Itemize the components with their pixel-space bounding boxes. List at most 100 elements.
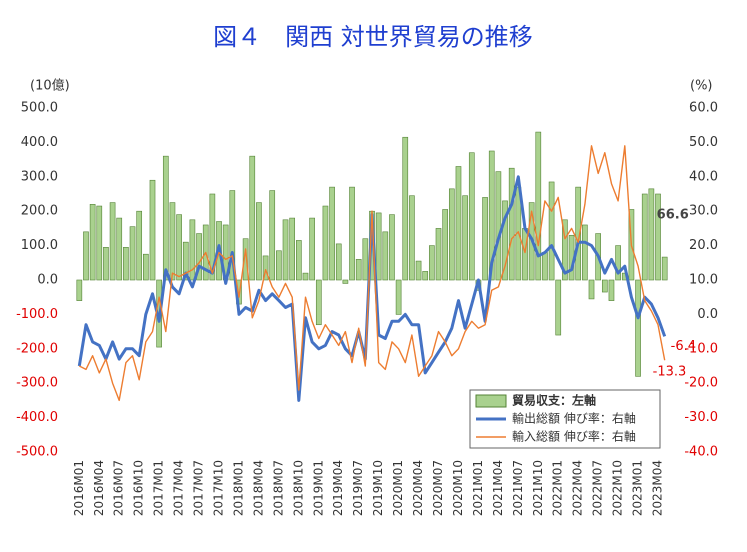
y2-tick-label: -20.0 xyxy=(684,376,718,391)
x-tick-label: 2020M10 xyxy=(451,460,465,516)
bar xyxy=(462,195,468,281)
x-tick-label: 2021M07 xyxy=(511,460,525,516)
bar xyxy=(635,279,641,377)
bar xyxy=(402,136,409,281)
y2-tick-label: 10.0 xyxy=(689,273,718,288)
bar xyxy=(582,224,588,281)
x-tick-label: 2018M07 xyxy=(271,460,285,516)
bar xyxy=(389,214,395,281)
bar xyxy=(196,233,202,281)
bar xyxy=(588,279,595,300)
y2-tick-label: 60.0 xyxy=(689,101,718,116)
x-tick-label: 2018M01 xyxy=(231,460,245,516)
bar xyxy=(242,238,249,281)
bar xyxy=(575,186,582,281)
y-tick-label: 400.0 xyxy=(21,135,58,150)
y-tick-label: -300.0 xyxy=(16,376,58,391)
bar xyxy=(641,193,648,281)
bar xyxy=(555,279,562,336)
bar xyxy=(229,190,236,281)
line xyxy=(78,145,666,402)
data-label: -13.3 xyxy=(653,365,687,380)
bar xyxy=(329,186,335,281)
x-tick-label: 2021M01 xyxy=(471,460,485,516)
bar xyxy=(542,252,548,281)
x-tick-label: 2016M07 xyxy=(112,460,126,516)
bar xyxy=(89,204,96,281)
bar xyxy=(448,188,455,281)
x-tick-label: 2017M01 xyxy=(152,460,166,516)
bar xyxy=(309,217,315,281)
bar xyxy=(502,200,508,281)
x-tick-label: 2020M07 xyxy=(431,460,445,516)
x-tick-label: 2021M10 xyxy=(531,460,545,516)
bar xyxy=(562,219,568,281)
y2-unit: (%) xyxy=(690,79,713,94)
y-tick-label: 0.0 xyxy=(37,273,58,288)
y2-tick-label: -30.0 xyxy=(684,410,718,425)
x-tick-label: 2017M10 xyxy=(212,460,226,516)
y-unit: (10億) xyxy=(30,78,70,94)
x-tick-label: 2019M01 xyxy=(311,460,325,516)
y2-tick-label: -40.0 xyxy=(684,445,718,460)
bar xyxy=(129,226,136,281)
y2-tick-label: 50.0 xyxy=(689,135,718,150)
bar xyxy=(468,152,475,281)
bar xyxy=(162,155,169,281)
bar xyxy=(655,193,661,281)
bar xyxy=(395,279,402,315)
bar xyxy=(375,212,382,281)
bar xyxy=(335,243,342,281)
x-tick-label: 2020M04 xyxy=(411,460,425,516)
bar xyxy=(455,166,462,281)
bar xyxy=(535,131,542,281)
bar xyxy=(103,247,109,281)
bar xyxy=(269,190,276,281)
y2-tick-label: -10.0 xyxy=(684,341,718,356)
x-tick-label: 2021M04 xyxy=(491,460,505,516)
bar xyxy=(176,214,182,281)
bar xyxy=(661,256,668,281)
y-tick-label: -100.0 xyxy=(16,307,58,322)
y-tick-label: 200.0 xyxy=(21,204,58,219)
bar xyxy=(382,231,389,281)
bar xyxy=(123,247,129,281)
bar xyxy=(276,250,282,281)
bar xyxy=(355,259,362,281)
bar xyxy=(601,279,608,293)
bar xyxy=(189,219,196,281)
y2-tick-label: 40.0 xyxy=(689,169,718,184)
bar xyxy=(149,179,156,281)
bar xyxy=(508,167,515,281)
bar xyxy=(608,279,615,301)
bar xyxy=(522,228,528,281)
bar xyxy=(116,217,123,281)
bar xyxy=(136,210,143,281)
x-tick-label: 2020M01 xyxy=(391,460,405,516)
x-tick-label: 2016M10 xyxy=(132,460,146,516)
bar xyxy=(422,271,429,281)
bar xyxy=(429,245,435,281)
x-tick-label: 2022M04 xyxy=(571,460,585,516)
x-tick-label: 2022M07 xyxy=(591,460,605,516)
bar xyxy=(83,231,89,281)
bar xyxy=(409,195,415,281)
bar xyxy=(362,238,369,281)
x-tick-label: 2017M04 xyxy=(172,460,186,516)
y-tick-label: 300.0 xyxy=(21,169,58,184)
x-tick-label: 2022M10 xyxy=(611,460,625,516)
x-tick-label: 2018M04 xyxy=(251,460,265,516)
bar xyxy=(482,197,488,281)
y2-tick-label: 20.0 xyxy=(689,238,718,253)
bar xyxy=(302,272,309,281)
bar xyxy=(548,181,555,281)
bar xyxy=(296,240,302,281)
x-tick-label: 2022M01 xyxy=(551,460,565,516)
bar xyxy=(615,245,621,281)
bar xyxy=(415,260,422,281)
y-tick-label: 500.0 xyxy=(21,101,58,116)
bar xyxy=(435,228,442,281)
y-tick-label: -200.0 xyxy=(16,341,58,356)
bar xyxy=(349,186,355,281)
